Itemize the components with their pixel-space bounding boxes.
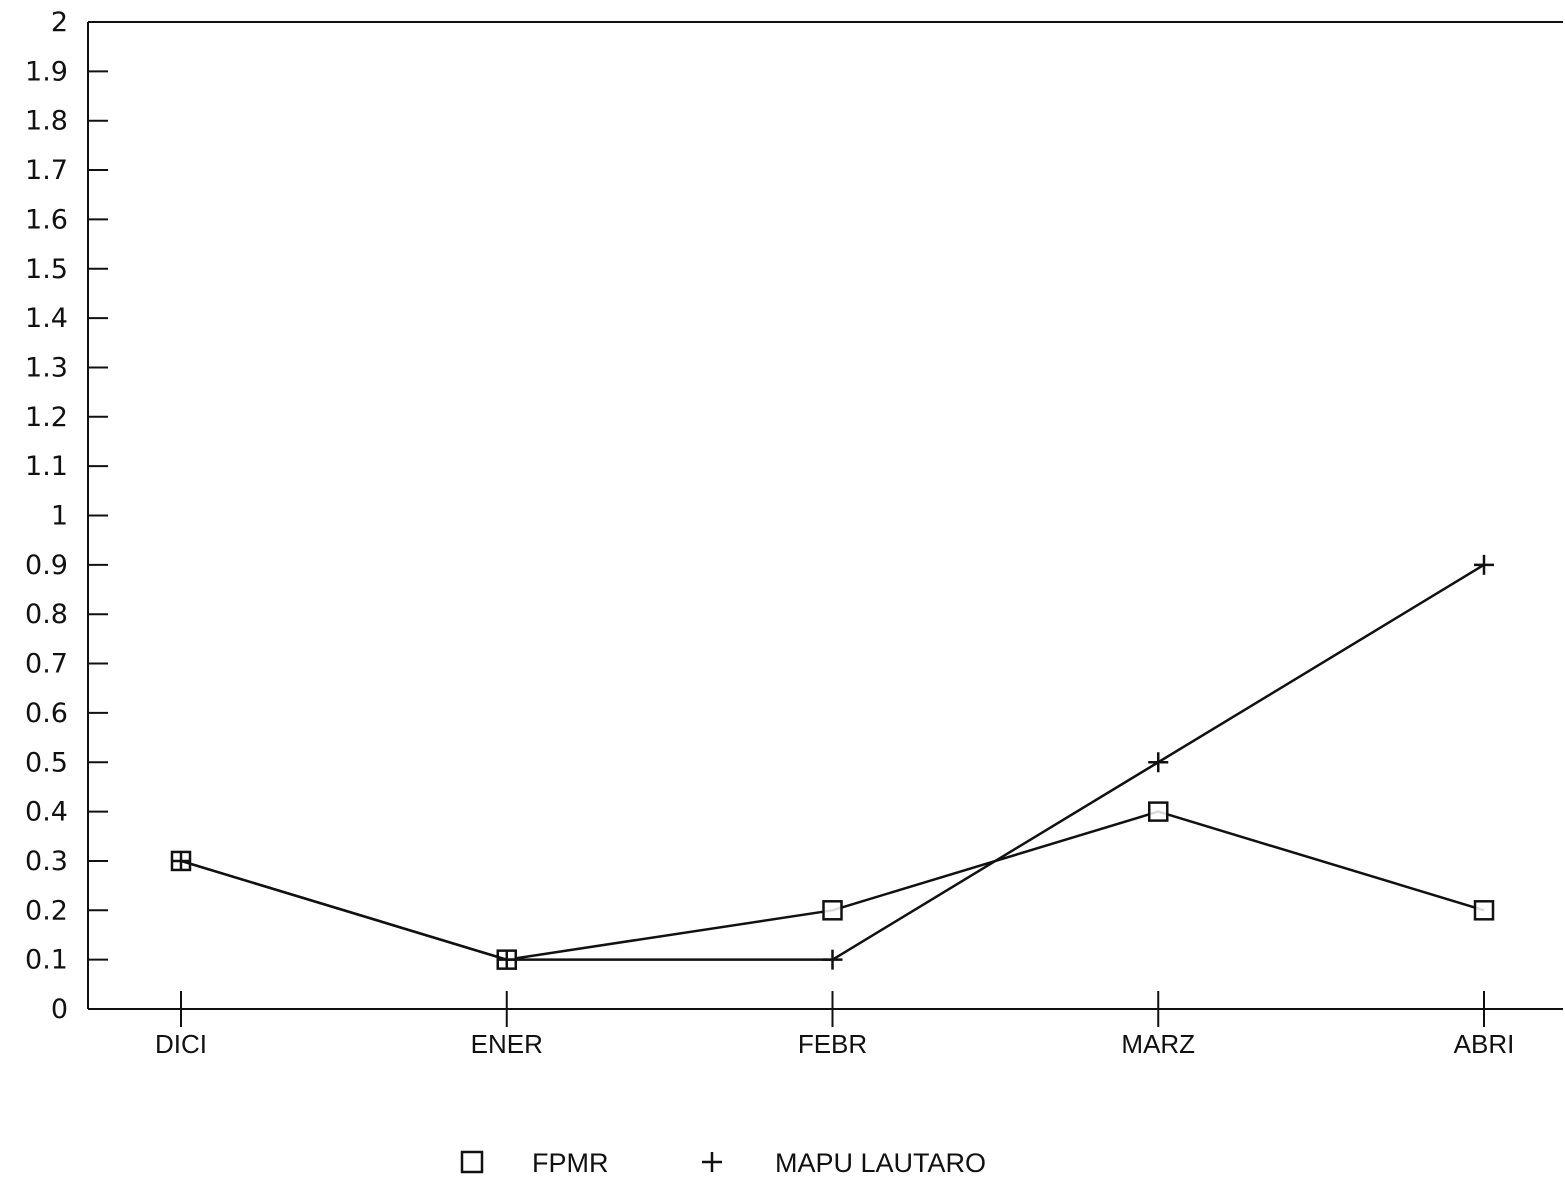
y-tick-label: 2: [51, 7, 68, 38]
y-tick-label: 0.3: [25, 846, 68, 877]
x-tick-label: ABRI: [1454, 1029, 1515, 1059]
data-point-mapu-lautaro: [171, 850, 191, 871]
y-tick-label: 1.5: [25, 254, 68, 285]
y-tick-label: 0.9: [25, 550, 68, 581]
y-tick-label: 1.8: [25, 106, 68, 137]
y-tick-label: 0.8: [25, 599, 68, 630]
legend-square-marker: [460, 1150, 484, 1174]
data-point-mapu-lautaro: [822, 949, 843, 970]
y-tick-label: 0.1: [25, 945, 68, 976]
x-axis: DICI ENER FEBR MARZ ABRI: [155, 991, 1514, 1059]
data-point-mapu-lautaro: [496, 949, 517, 970]
data-point-mapu-lautaro: [1148, 752, 1169, 773]
y-tick-label: 1.4: [25, 303, 68, 334]
y-axis: 0 0.1 0.2 0.3 0.4 0.5 0.6 0.7 0.8 0.9 1 1.1 1.2 1.3 1.…: [25, 7, 108, 1025]
y-tick-label: 1.7: [25, 155, 68, 186]
y-tick-label: 1.9: [25, 56, 68, 87]
legend-label-fpmr: FPMR: [532, 1148, 609, 1178]
y-tick-label: 0.7: [25, 649, 68, 680]
legend: FPMR MAPU LAUTARO: [460, 1148, 986, 1178]
x-tick-label: MARZ: [1121, 1029, 1195, 1059]
x-tick-label: DICI: [155, 1029, 207, 1059]
y-tick-label: 1.2: [25, 402, 68, 433]
y-tick-label: 0.5: [25, 747, 68, 778]
x-tick-label: ENER: [471, 1029, 543, 1059]
y-tick-label: 1.1: [25, 451, 68, 482]
data-point-mapu-lautaro: [1474, 554, 1494, 575]
x-tick-label: FEBR: [798, 1029, 867, 1059]
y-tick-label: 0.6: [25, 698, 68, 729]
y-tick-label: 1.3: [25, 352, 68, 383]
data-point-fpmr: [1148, 801, 1169, 822]
y-tick-label: 1: [51, 501, 68, 532]
y-tick-label: 0: [51, 994, 68, 1025]
series-layer: [170, 554, 1495, 970]
y-tick-label: 0.2: [25, 895, 68, 926]
y-tick-label: 0.4: [25, 797, 68, 828]
legend-label-mapu-lautaro: MAPU LAUTARO: [775, 1148, 986, 1178]
plot-frame: [87, 21, 1563, 1010]
y-tick-label: 1.6: [25, 204, 68, 235]
series-line-fpmr: [180, 810, 1485, 961]
data-point-fpmr: [822, 900, 843, 921]
data-point-fpmr: [1473, 900, 1495, 921]
